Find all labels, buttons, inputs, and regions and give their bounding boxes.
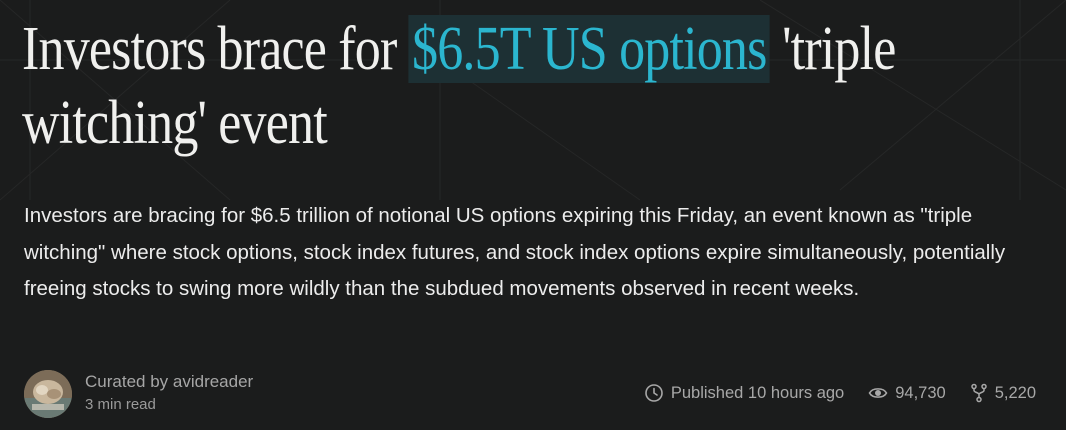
article-title: Investors brace for $6.5T US options 'tr… bbox=[22, 12, 1047, 160]
read-time: 3 min read bbox=[85, 396, 156, 413]
article-stats: Published 10 hours ago 94,730 5,220 bbox=[644, 383, 1036, 403]
byline-text: Curated by avidreader 3 min read bbox=[85, 371, 253, 417]
curator-name[interactable]: Curated by avidreader bbox=[85, 372, 254, 391]
title-prefix: Investors brace for bbox=[22, 15, 409, 83]
forks-count: 5,220 bbox=[994, 383, 1036, 402]
avatar[interactable] bbox=[24, 370, 72, 418]
views-count: 94,730 bbox=[895, 383, 946, 402]
avatar-image bbox=[24, 370, 72, 418]
title-highlight: $6.5T US options bbox=[408, 15, 770, 83]
eye-icon bbox=[868, 388, 888, 398]
clock-icon bbox=[645, 384, 663, 402]
published-time: Published 10 hours ago bbox=[670, 383, 845, 402]
fork-icon bbox=[970, 383, 987, 403]
article-summary: Investors are bracing for $6.5 trillion … bbox=[24, 204, 1006, 300]
views-stat: 94,730 bbox=[868, 383, 946, 403]
byline: Curated by avidreader 3 min read bbox=[24, 370, 253, 418]
forks-stat: 5,220 bbox=[970, 383, 1036, 403]
title-suffix: 'triple witching' event bbox=[22, 15, 896, 157]
published-stat: Published 10 hours ago bbox=[644, 383, 844, 403]
